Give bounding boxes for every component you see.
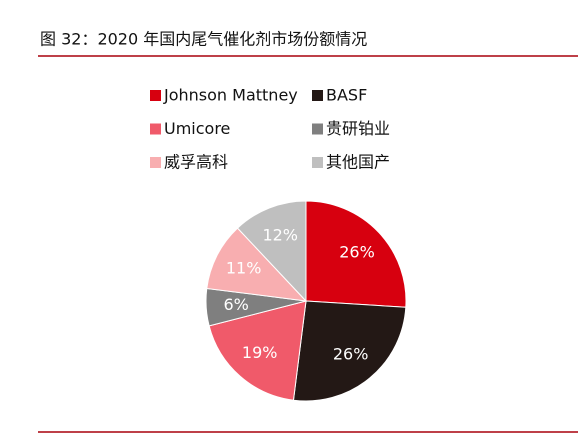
data-label: 11% (226, 259, 262, 278)
legend-label: 其他国产 (326, 153, 390, 172)
data-label: 19% (242, 343, 278, 362)
legend-swatch (150, 90, 161, 101)
legend-label: BASF (326, 86, 367, 105)
data-label: 26% (339, 243, 375, 262)
pie-slice (292, 300, 407, 402)
legend-swatch (312, 123, 323, 135)
legend-label: 贵研铂业 (326, 119, 390, 138)
pie-slice (236, 200, 307, 303)
data-label: 12% (262, 225, 298, 244)
legend-swatch (150, 123, 161, 135)
legend-swatch (312, 157, 323, 168)
legend-label: Umicore (164, 119, 230, 138)
pie-slice (206, 227, 308, 302)
legend-swatch (312, 90, 323, 101)
legend-label: Johnson Mattney (163, 86, 298, 105)
chart-title: 图 32：2020 年国内尾气催化剂市场份额情况 (40, 30, 367, 49)
legend-label: 威孚高科 (164, 153, 228, 172)
pie-slice (208, 300, 307, 401)
data-label: 26% (333, 344, 369, 363)
pie-slice (305, 200, 407, 308)
legend-swatch (150, 157, 161, 168)
data-label: 6% (223, 295, 248, 314)
